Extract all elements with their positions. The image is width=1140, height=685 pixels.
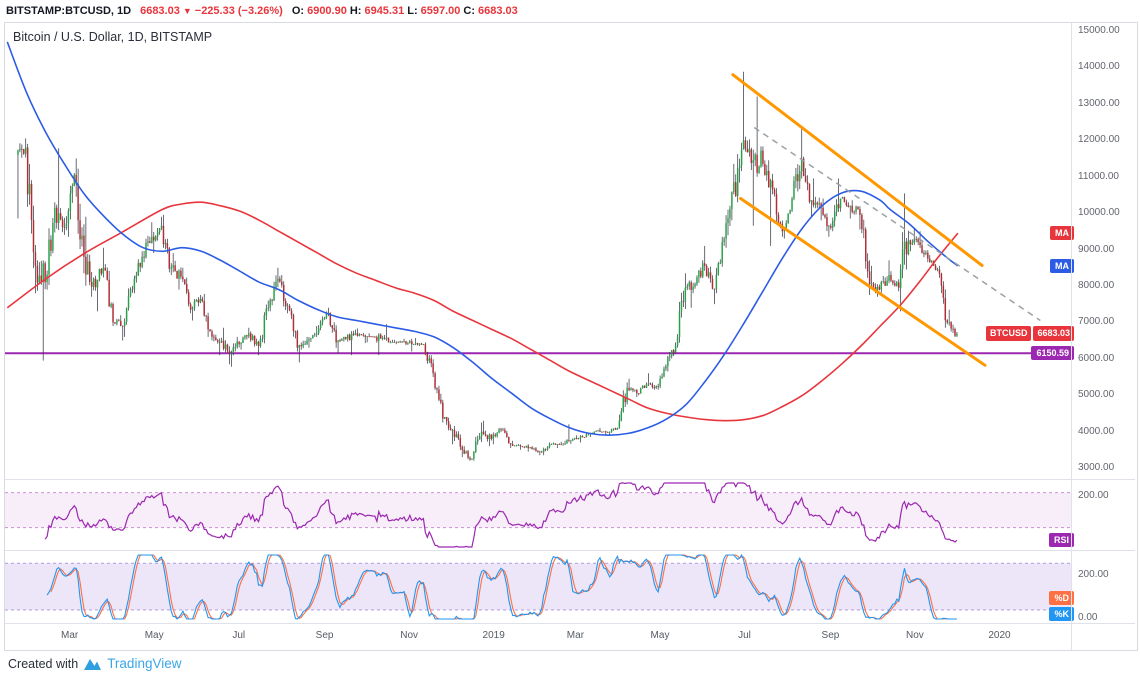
low-value: 6597.00 [420,5,461,17]
close-value: 6683.03 [477,5,518,17]
down-arrow-icon: ▼ [182,6,192,16]
stoch-k-line [46,553,957,620]
rsi-pane: 200.00 RSI [5,480,1135,550]
time-tick-label: 2019 [482,630,505,641]
time-tick-label: May [144,630,164,641]
created-with-text: Created with [8,656,79,671]
price-tick-label: 13000.00 [1078,97,1120,109]
ma-blue-badge: MA [1050,259,1074,273]
last-price-tag-symbol: BTCUSD [985,326,1032,341]
high-label: H: [349,5,362,17]
last-price-tag-value: 6683.03 [1033,326,1074,341]
tradingview-wordmark[interactable]: TradingView [107,656,182,671]
ma-red-badge: MA [1050,226,1074,240]
pane-divider [5,623,1135,624]
up-candles [17,140,958,460]
open-value: 6900.90 [307,5,347,17]
time-tick-label: Jul [232,630,246,641]
price-tick-label: 9000.00 [1078,243,1115,255]
time-tick-label: Mar [61,630,79,641]
time-tick-label: Jul [738,630,751,641]
price-pane: 15000.00 14000.00 13000.00 12000.00 11000.00… [5,23,1135,479]
indicator-tick-label: 200.00 [1078,490,1109,502]
open-label: O: [291,5,305,17]
ma-slow-line [6,201,959,422]
price-tick-label: 12000.00 [1078,134,1120,146]
candle-wicks [17,71,958,461]
down-candles [21,140,956,460]
stochastic-chart-svg[interactable] [5,551,1071,623]
price-tick-label: 7000.00 [1078,316,1115,328]
price-tick-label: 8000.00 [1078,279,1115,291]
last-price: 6683.03 [140,5,180,17]
last-price-tag: BTCUSD 6683.03 [985,326,1074,341]
pane-divider [5,479,1135,480]
time-tick-label: Sep [315,630,334,641]
price-tick-label: 4000.00 [1078,425,1115,437]
stoch-k-badge: %K [1049,607,1074,621]
channel-upper-line [731,73,984,268]
footer: Created with TradingView [8,656,181,671]
indicator-band [5,563,1071,610]
time-axis[interactable]: Mar May Jul Sep Nov 2019 Mar May Jul Sep Nov 2020 [5,624,1135,648]
time-tick-label: Nov [400,630,419,641]
stochastic-axis[interactable]: 200.00 0.00 [1072,551,1135,623]
price-tick-label: 15000.00 [1078,25,1120,36]
rsi-chart-svg[interactable] [5,480,1071,550]
rsi-axis[interactable]: 200.00 [1072,480,1135,550]
pane-divider [5,550,1135,551]
price-change: −225.33 (−3.26%) [194,5,283,17]
indicator-tick-label: 0.00 [1078,611,1098,623]
rsi-badge: RSI [1048,533,1074,547]
price-chart-svg[interactable] [5,23,1071,479]
price-tick-label: 6000.00 [1078,352,1115,364]
tradingview-logo [84,658,102,670]
high-value: 6945.31 [364,5,405,17]
time-tick-label: May [650,630,670,641]
level-price-badge: 6150.59 [1031,346,1074,360]
quote-bar: BITSTAMP:BTCUSD, 1D 6683.03 ▼ −225.33 (−… [0,0,1140,22]
symbol-text: BITSTAMP:BTCUSD, 1D [6,5,132,17]
chart-frame: 15000.00 14000.00 13000.00 12000.00 11000.00… [4,22,1138,651]
price-tick-label: 5000.00 [1078,389,1115,401]
price-tick-label: 3000.00 [1078,462,1115,473]
time-tick-label: Mar [566,630,585,641]
ma-fast-line [6,41,959,437]
indicator-tick-label: 200.00 [1078,568,1109,580]
stoch-d-badge: %D [1049,591,1074,605]
rsi-line [44,482,958,548]
channel-mid-dashed-line [753,126,1041,322]
close-label: C: [463,5,475,17]
axis-separator [1071,23,1072,650]
stoch-d-line [50,554,957,620]
price-tick-label: 11000.00 [1078,170,1119,182]
indicator-band [5,492,1071,528]
time-tick-label: Sep [821,630,840,641]
time-tick-label: 2020 [988,630,1011,641]
chart-legend: Bitcoin / U.S. Dollar, 1D, BITSTAMP [13,30,213,44]
low-label: L: [407,5,418,17]
stochastic-pane: 200.00 0.00 %D %K [5,551,1135,623]
price-tick-label: 14000.00 [1078,61,1120,73]
time-tick-label: Nov [906,630,924,641]
channel-lower-line [739,197,987,367]
price-tick-label: 10000.00 [1078,207,1120,219]
price-axis[interactable]: 15000.00 14000.00 13000.00 12000.00 11000.00… [1072,23,1135,479]
